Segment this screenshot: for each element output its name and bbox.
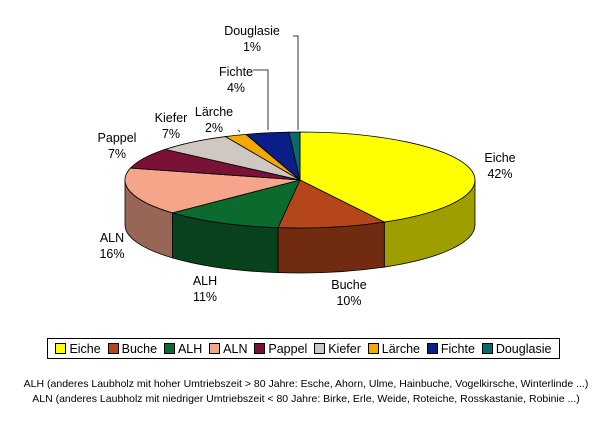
leader-line-douglasie (293, 35, 299, 130)
slice-label-douglasie: Douglasie 1% (224, 24, 280, 54)
pie-slice-alh (170, 179, 301, 229)
legend-item-douglasie: Douglasie (481, 341, 552, 356)
legend-label-pappel: Pappel (268, 341, 308, 356)
legend-item-eiche: Eiche (55, 341, 101, 356)
legend: Eiche Buche ALH ALN Pappel Kiefer Lärche Fichte… (47, 338, 560, 359)
pie-slice-aln (124, 167, 301, 214)
legend-label-kiefer: Kiefer (328, 341, 361, 356)
legend-item-fichte: Fichte (426, 341, 475, 356)
legend-swatch-eiche (55, 343, 67, 354)
slice-labels: Eiche 42% Buche 10% ALH 11% ALN 16% Pappel 7% Kief… (98, 24, 516, 308)
footnote-alh: ALH (anderes Laubholz mit hoher Umtriebs… (23, 378, 589, 390)
pie-slice-buche (277, 179, 386, 229)
legend-swatch-fichte (426, 343, 438, 354)
legend-swatch-douglasie (481, 343, 493, 354)
legend-item-aln: ALN (209, 341, 248, 356)
pie-sides (124, 179, 476, 274)
leader-line-laerche (237, 129, 241, 133)
slice-label-fichte: Fichte 4% (219, 65, 253, 95)
slice-label-aln: ALN 16% (99, 231, 124, 261)
slice-label-buche: Buche 10% (331, 278, 366, 308)
slice-label-kiefer: Kiefer 7% (155, 111, 188, 141)
legend-swatch-aln (209, 343, 221, 354)
legend-label-fichte: Fichte (440, 341, 475, 356)
slice-label-pappel: Pappel 7% (98, 131, 137, 161)
legend-label-douglasie: Douglasie (495, 341, 552, 356)
legend-item-alh: ALH (163, 341, 203, 356)
slice-label-laerche: Lärche 2% (195, 105, 233, 135)
slice-label-alh: ALH 11% (193, 274, 217, 304)
legend-item-pappel: Pappel (254, 342, 307, 356)
pie-slice-douglasie (288, 131, 301, 181)
legend-swatch-pappel (254, 343, 266, 354)
legend-item-kiefer: Kiefer (314, 342, 361, 356)
leader-line-fichte (253, 69, 269, 130)
legend-swatch-kiefer (314, 343, 326, 354)
legend-label-buche: Buche (121, 341, 158, 356)
legend-swatch-alh (163, 343, 175, 354)
legend-item-laerche: Lärche (367, 341, 420, 356)
legend-label-eiche: Eiche (69, 341, 101, 356)
pie-chart: Eiche 42% Buche 10% ALH 11% ALN 16% Pappel 7% Kief… (98, 24, 516, 308)
legend-swatch-buche (107, 343, 119, 354)
legend-item-buche: Buche (107, 341, 158, 356)
legend-label-aln: ALN (223, 341, 248, 356)
footnote-aln: ALN (anderes Laubholz mit niedriger Umtr… (32, 393, 580, 405)
pie-top (124, 131, 476, 229)
slice-label-eiche: Eiche 42% (484, 151, 515, 181)
legend-label-laerche: Lärche (381, 341, 420, 356)
legend-swatch-laerche (367, 343, 379, 354)
legend-label-alh: ALH (177, 341, 203, 356)
leader-lines (237, 35, 299, 133)
pie-slice-eiche (299, 131, 476, 223)
pie-side-buche (277, 221, 385, 274)
